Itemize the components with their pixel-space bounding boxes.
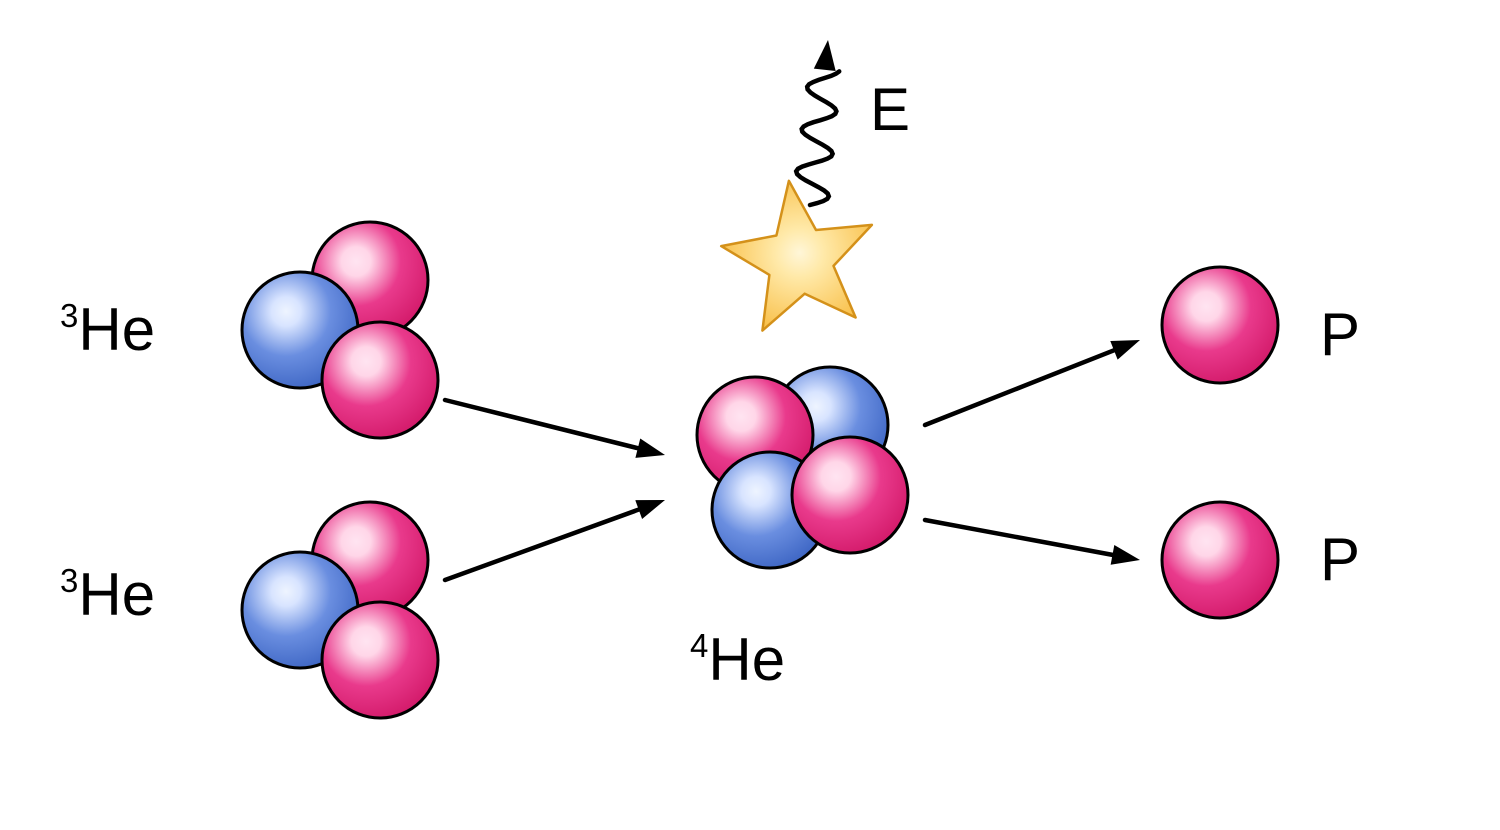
energy-arrow — [796, 40, 839, 205]
arrow-he3bottom-to-he4 — [445, 500, 665, 580]
label-he3-bottom: 3He — [60, 565, 155, 625]
label-superscript: 3 — [60, 297, 78, 334]
label-superscript: 4 — [690, 627, 708, 664]
arrow-shaft — [445, 400, 638, 448]
label-energy: E — [870, 80, 910, 140]
arrow-head — [635, 439, 665, 458]
cluster-he3-bottom — [242, 502, 438, 718]
arrow-he4-to-ptop — [925, 340, 1140, 425]
label-superscript: 3 — [60, 562, 78, 599]
label-he3-top: 3He — [60, 300, 155, 360]
proton-sphere — [1162, 267, 1278, 383]
cluster-p-bottom — [1162, 502, 1278, 618]
arrow-head — [635, 500, 665, 519]
label-text: E — [870, 76, 910, 143]
proton-sphere — [792, 437, 908, 553]
cluster-p-top — [1162, 267, 1278, 383]
arrow-head — [1111, 545, 1140, 565]
arrow-shaft — [445, 510, 639, 580]
proton-sphere — [1162, 502, 1278, 618]
arrow-head — [1110, 340, 1140, 360]
label-text: He — [708, 626, 785, 693]
cluster-he4 — [697, 367, 908, 568]
energy-squiggle — [796, 71, 839, 205]
arrow-shaft — [925, 350, 1114, 425]
label-text: He — [78, 561, 155, 628]
label-text: P — [1320, 526, 1360, 593]
arrow-shaft — [925, 520, 1112, 555]
cluster-he3-top — [242, 222, 438, 438]
fusion-diagram: 3He 3He 4He P P E — [0, 0, 1500, 830]
arrow-he4-to-pbottom — [925, 520, 1140, 565]
arrow-he3top-to-he4 — [445, 400, 665, 458]
proton-sphere — [322, 602, 438, 718]
label-text: P — [1320, 301, 1360, 368]
diagram-svg — [0, 0, 1500, 830]
label-text: He — [78, 296, 155, 363]
energy-arrow-head — [814, 40, 836, 71]
label-he4: 4He — [690, 630, 785, 690]
label-p-top: P — [1320, 305, 1360, 365]
label-p-bottom: P — [1320, 530, 1360, 590]
energy-star — [721, 181, 872, 331]
proton-sphere — [322, 322, 438, 438]
